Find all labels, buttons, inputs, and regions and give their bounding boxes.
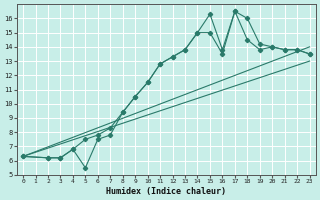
X-axis label: Humidex (Indice chaleur): Humidex (Indice chaleur) bbox=[106, 187, 226, 196]
